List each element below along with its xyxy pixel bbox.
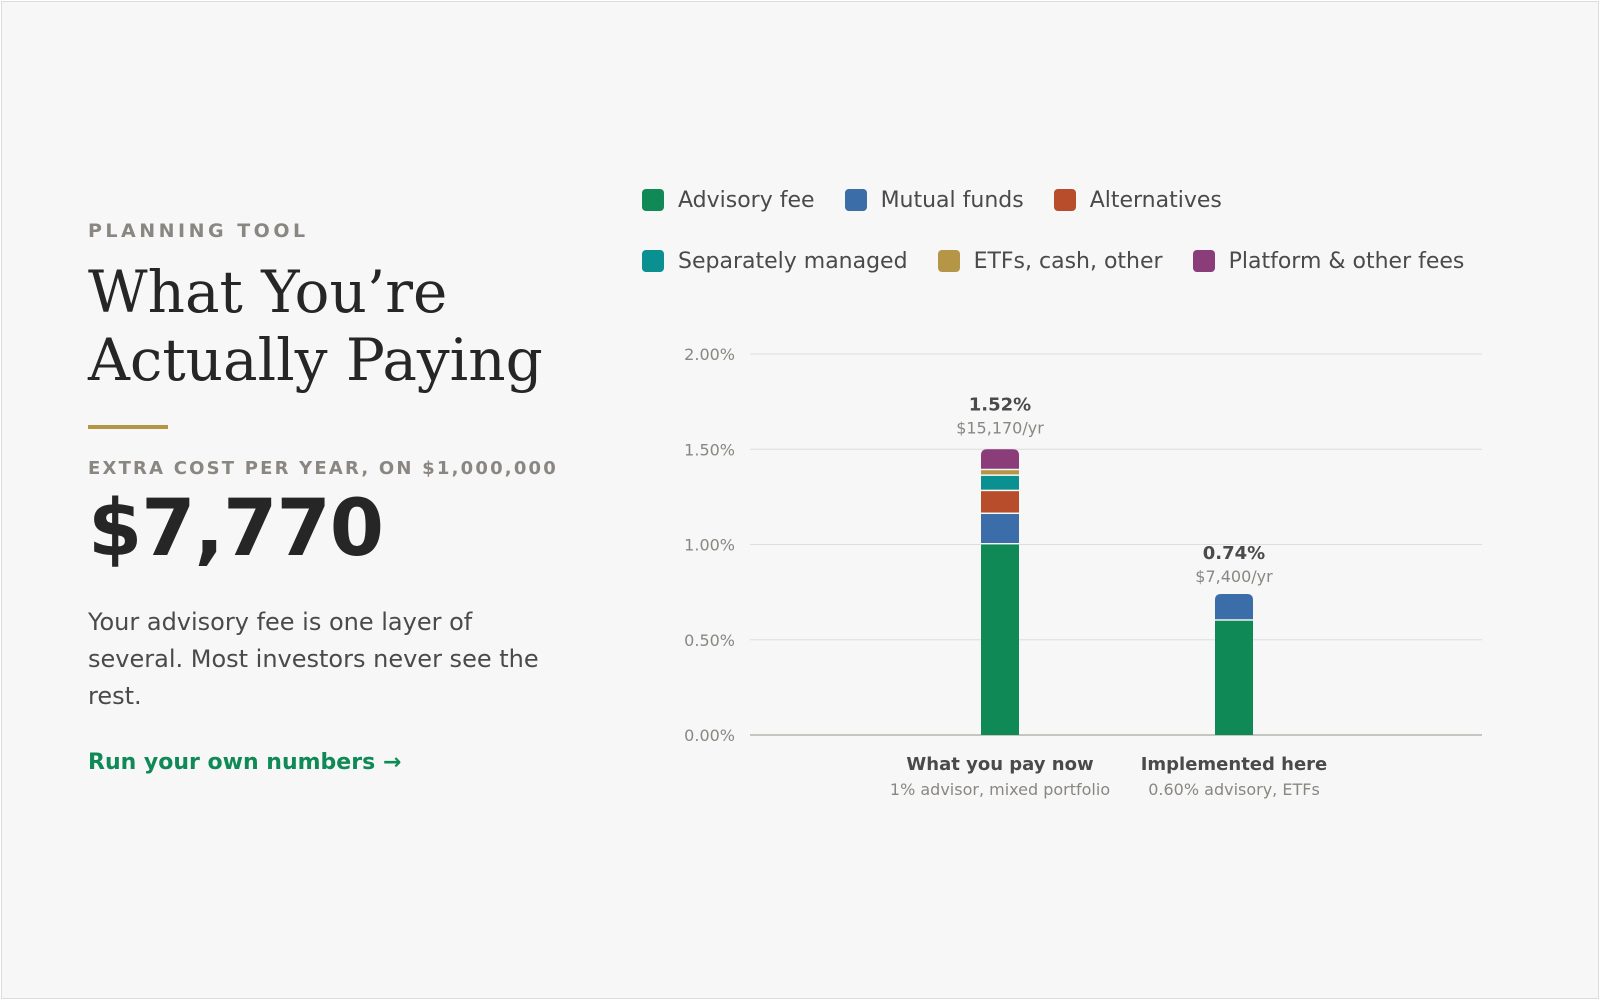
extra-cost-value: $7,770	[88, 484, 384, 574]
description-text: Your advisory fee is one layer of severa…	[88, 608, 539, 710]
y-tick-label: 0.50%	[684, 631, 735, 650]
accent-divider	[88, 425, 168, 429]
bar-segment	[981, 514, 1019, 543]
extra-cost-label: EXTRA COST PER YEAR, ON $1,000,000	[88, 458, 559, 479]
legend-item-platform-other-fees: Platform & other fees	[1192, 248, 1465, 274]
title-line-1: What You’re	[88, 258, 448, 326]
legend-label: Advisory fee	[678, 187, 815, 213]
bar-segment	[1215, 620, 1253, 735]
page-title: What You’re Actually Paying	[88, 258, 608, 394]
legend-swatch	[642, 250, 664, 272]
legend-swatch	[642, 189, 664, 211]
legend-label: Separately managed	[678, 248, 908, 274]
title-line-2: Actually Paying	[88, 326, 543, 394]
legend-item-etfs-cash-other: ETFs, cash, other	[937, 248, 1163, 274]
legend-swatch	[844, 189, 867, 211]
bar-total-label: 1.52%	[969, 394, 1031, 415]
legend-item-advisory-fee: Advisory fee	[642, 188, 815, 213]
x-category-label: Implemented here	[1141, 754, 1328, 775]
legend-label: Platform & other fees	[1228, 248, 1465, 274]
legend-item-alternatives: Alternatives	[1053, 187, 1222, 213]
bar-segment	[981, 470, 1019, 475]
bar-segment	[981, 475, 1019, 490]
legend-item-separately-managed: Separately managed	[642, 249, 908, 274]
bar-annual-cost-label: $7,400/yr	[1195, 567, 1273, 586]
legend-row: Advisory fee Mutual funds Alternatives	[642, 182, 1252, 218]
y-tick-label: 0.00%	[684, 726, 735, 745]
legend-row: Separately managed ETFs, cash, other Platf…	[642, 243, 1494, 279]
run-numbers-link[interactable]: Run your own numbers →	[88, 750, 402, 775]
x-category-subtitle: 1% advisor, mixed portfolio	[890, 780, 1110, 799]
x-category-subtitle: 0.60% advisory, ETFs	[1148, 780, 1320, 799]
legend-swatch	[1053, 189, 1076, 211]
bar-segment	[981, 449, 1019, 469]
bar-segment	[1215, 594, 1253, 620]
legend-label: ETFs, cash, other	[973, 248, 1163, 274]
legend-swatch	[1192, 250, 1215, 272]
bar-segment	[981, 491, 1019, 513]
y-tick-label: 2.00%	[684, 345, 735, 364]
x-category-label: What you pay now	[906, 754, 1093, 775]
bar-total-label: 0.74%	[1203, 543, 1265, 564]
legend-label: Mutual funds	[880, 187, 1024, 213]
bar-segment	[981, 544, 1019, 735]
bar-annual-cost-label: $15,170/yr	[956, 418, 1044, 437]
legend-label: Alternatives	[1089, 187, 1222, 213]
y-tick-label: 1.00%	[684, 536, 735, 555]
eyebrow-label: PLANNING TOOL	[88, 220, 309, 242]
y-tick-label: 1.50%	[684, 440, 735, 459]
legend-item-mutual-funds: Mutual funds	[844, 187, 1024, 213]
legend-swatch	[937, 250, 960, 272]
